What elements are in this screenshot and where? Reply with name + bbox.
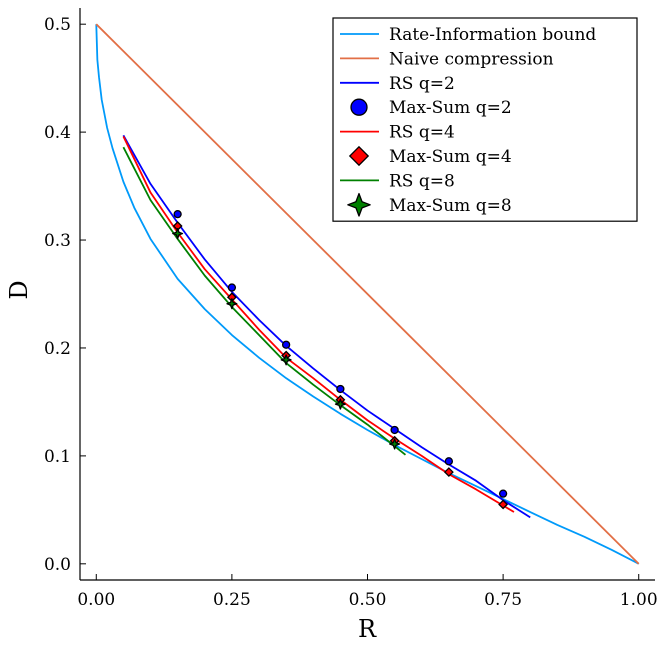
data-point [336, 384, 345, 394]
legend-item: Rate-Information bound [340, 25, 596, 45]
legend-item: Max-Sum q=4 [348, 145, 512, 167]
data-point [334, 398, 346, 410]
series-2 [122, 134, 531, 519]
data-point [281, 340, 291, 349]
legend-item: RS q=8 [340, 171, 455, 191]
x-tick-label: 0.25 [213, 590, 251, 610]
series-4 [122, 136, 515, 513]
y-tick-label: 0.2 [44, 339, 71, 359]
data-point [498, 499, 509, 510]
data-point [443, 467, 454, 478]
series-3 [173, 209, 508, 498]
data-point [390, 425, 399, 435]
series-7 [172, 228, 401, 450]
x-tick-label: 1.00 [620, 590, 658, 610]
y-tick-label: 0.4 [44, 123, 71, 143]
data-point [226, 298, 238, 310]
legend-box [332, 17, 638, 222]
series-line [122, 136, 515, 513]
series-6 [122, 146, 407, 456]
series-line [122, 134, 531, 519]
legend-label: RS q=2 [389, 74, 455, 94]
data-point [389, 438, 401, 450]
axes-layer: 0.00 0.25 0.50 0.75 1.00 0.0 0.1 0.2 0.3 0.4 0.5 [44, 15, 658, 610]
x-tick-label: 0.00 [77, 590, 115, 610]
y-tick-label: 0.5 [44, 15, 71, 35]
y-axis-title: D [5, 280, 33, 299]
data-point [227, 283, 237, 292]
x-tick-label: 0.75 [484, 590, 522, 610]
data-point [444, 457, 454, 466]
legend-marker [350, 98, 368, 116]
series-0 [95, 24, 640, 565]
y-tick-label: 0.0 [44, 555, 71, 575]
legend-item: RS q=4 [340, 123, 455, 143]
x-axis-title: R [358, 615, 377, 643]
legend-marker [347, 192, 371, 217]
legend-label: Rate-Information bound [389, 25, 596, 45]
legend-item: Naive compression [340, 49, 554, 69]
legend-label: Max-Sum q=2 [389, 98, 512, 118]
series-1 [95, 23, 640, 565]
legend-item: Max-Sum q=8 [347, 192, 512, 217]
data-point [172, 228, 184, 240]
series-layer [95, 23, 640, 565]
y-tick-label: 0.3 [44, 231, 71, 251]
series-line [95, 23, 640, 565]
legend-label: RS q=8 [389, 171, 455, 191]
legend-marker [348, 145, 370, 167]
data-point [280, 354, 292, 366]
legend-label: Max-Sum q=8 [389, 196, 512, 216]
series-line [122, 146, 407, 456]
legend-item: Max-Sum q=2 [350, 98, 512, 118]
data-point [173, 209, 182, 219]
series-line [95, 24, 640, 565]
legend: Rate-Information bound Naive compression R… [332, 17, 638, 222]
x-tick-label: 0.50 [349, 590, 387, 610]
legend-item: RS q=2 [340, 74, 455, 94]
legend-label: Naive compression [389, 49, 554, 69]
legend-label: Max-Sum q=4 [389, 147, 512, 167]
data-point [498, 489, 508, 498]
y-tick-label: 0.1 [44, 447, 71, 467]
legend-label: RS q=4 [389, 123, 455, 143]
